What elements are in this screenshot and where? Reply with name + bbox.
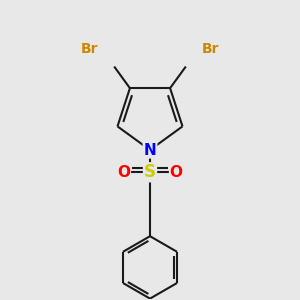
Text: N: N — [144, 142, 156, 158]
Text: O: O — [117, 165, 130, 180]
Text: Br: Br — [81, 42, 98, 56]
Text: Br: Br — [202, 42, 219, 56]
Text: O: O — [170, 165, 183, 180]
Text: S: S — [144, 163, 156, 181]
